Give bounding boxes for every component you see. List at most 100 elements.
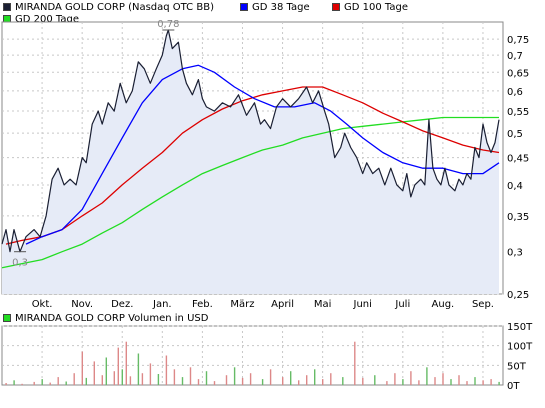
volume-y-tick-label: 150T [507, 322, 533, 333]
volume-bar [157, 374, 160, 385]
high-label: 0,78 [157, 19, 179, 30]
volume-y-tick-label: 0T [507, 381, 520, 392]
legend-item-volume: MIRANDA GOLD CORP Volumen in USD [3, 313, 208, 325]
legend-label-gd200: GD 200 Tage [15, 14, 79, 25]
volume-bar [33, 381, 35, 385]
gd200-line [1, 116, 499, 269]
annotation-layer: 0,78 0,3 [12, 19, 179, 269]
volume-bar [322, 379, 324, 385]
volume-bar [402, 379, 404, 385]
volume-bar [282, 377, 284, 385]
volume-bar [450, 379, 452, 385]
volume-grid [1, 325, 504, 386]
price-x-tick-label: Mai [314, 299, 332, 310]
volume-bar [342, 377, 344, 385]
price-x-tick-label: März [230, 299, 254, 310]
volume-bar [374, 375, 376, 385]
volume-bar [117, 347, 119, 385]
price-x-tick-label: Dez. [111, 299, 133, 310]
legend-label-gd100: GD 100 Tage [344, 2, 408, 13]
volume-bar [249, 373, 252, 385]
series-layer [1, 29, 500, 269]
volume-plot-frame [1, 325, 504, 386]
volume-bars [5, 341, 500, 385]
price-x-axis: Okt. Nov. Dez. Jan. Feb. März April Mai Juni Juli… [32, 299, 494, 310]
price-line [1, 29, 500, 253]
volume-bar [49, 382, 51, 385]
volume-y-tick-label: 50T [507, 361, 527, 372]
volume-bar [269, 369, 272, 385]
volume-bar [241, 377, 244, 385]
volume-bar [5, 383, 7, 385]
price-x-tick-label: Jan. [152, 299, 172, 310]
price-area [2, 30, 499, 294]
volume-y-tick-label: 100T [507, 342, 533, 353]
volume-title: MIRANDA GOLD CORP Volumen in USD [15, 313, 209, 324]
price-x-tick-label: Nov. [71, 299, 93, 310]
price-y-tick-label: 0,4 [507, 181, 523, 192]
price-y-tick-label: 0,45 [507, 154, 529, 165]
volume-bar [474, 377, 476, 385]
volume-bar [314, 369, 316, 385]
volume-bar [306, 375, 308, 385]
gd38-line [25, 64, 500, 245]
volume-bar [426, 367, 428, 385]
volume-bar [73, 373, 75, 385]
price-x-tick-label: Okt. [32, 299, 53, 310]
volume-bar [93, 361, 95, 385]
legend-item-price: MIRANDA GOLD CORP (Nasdaq OTC BB) [3, 2, 214, 14]
volume-bar [386, 381, 388, 385]
volume-bar [330, 373, 332, 385]
volume-bar [41, 379, 43, 385]
volume-bar [466, 381, 468, 385]
volume-bar [458, 375, 460, 385]
volume-bar [189, 367, 192, 385]
legend-label-gd38: GD 38 Tage [252, 2, 310, 13]
price-y-tick-label: 0,6 [507, 87, 523, 98]
volume-bar [181, 377, 184, 385]
volume-y-axis: 150T 100T 50T 0T [507, 322, 533, 392]
volume-bar [394, 373, 396, 385]
price-y-tick-label: 0,55 [507, 107, 529, 118]
volume-bar [233, 367, 236, 385]
volume-bar [129, 376, 132, 385]
price-x-tick-label: April [271, 299, 294, 310]
gd38-swatch-icon [240, 3, 248, 11]
volume-bar [137, 353, 140, 385]
volume-bar [410, 371, 412, 385]
volume-bar [290, 371, 292, 385]
price-y-tick-label: 0,65 [507, 68, 529, 79]
legend-item-gd100: GD 100 Tage [332, 2, 408, 14]
volume-bar [173, 369, 176, 385]
volume-bar [85, 377, 87, 385]
volume-bar [21, 383, 23, 385]
price-y-tick-label: 0,25 [507, 290, 529, 301]
volume-bar [498, 381, 500, 385]
volume-bar [57, 377, 59, 385]
volume-bar [261, 379, 264, 385]
price-y-tick-label: 0,3 [507, 248, 523, 259]
volume-bar [81, 351, 83, 385]
volume-bar [65, 381, 67, 385]
volume-bar [125, 341, 127, 385]
volume-bar [482, 380, 484, 385]
volume-bar [101, 375, 103, 385]
price-y-tick-label: 0,35 [507, 212, 529, 223]
volume-bar [362, 377, 364, 385]
volume-bar [434, 377, 436, 385]
legend-item-gd38: GD 38 Tage [240, 2, 310, 14]
volume-bar [113, 371, 115, 385]
volume-bar [149, 363, 152, 385]
volume-bar [418, 380, 420, 385]
price-x-tick-label: Juni [353, 299, 372, 310]
price-x-tick-label: Sep. [472, 299, 494, 310]
price-swatch-icon [3, 3, 11, 11]
price-y-axis: 0,25 0,3 0,35 0,4 0,45 0,5 0,55 0,6 0,65 0,7 0,75 [507, 35, 529, 301]
volume-bar [354, 341, 356, 385]
volume-bar [225, 375, 228, 385]
price-y-tick-label: 0,7 [507, 51, 523, 62]
price-x-tick-label: Aug. [432, 299, 455, 310]
volume-bar [165, 355, 168, 385]
volume-bar [121, 369, 123, 385]
